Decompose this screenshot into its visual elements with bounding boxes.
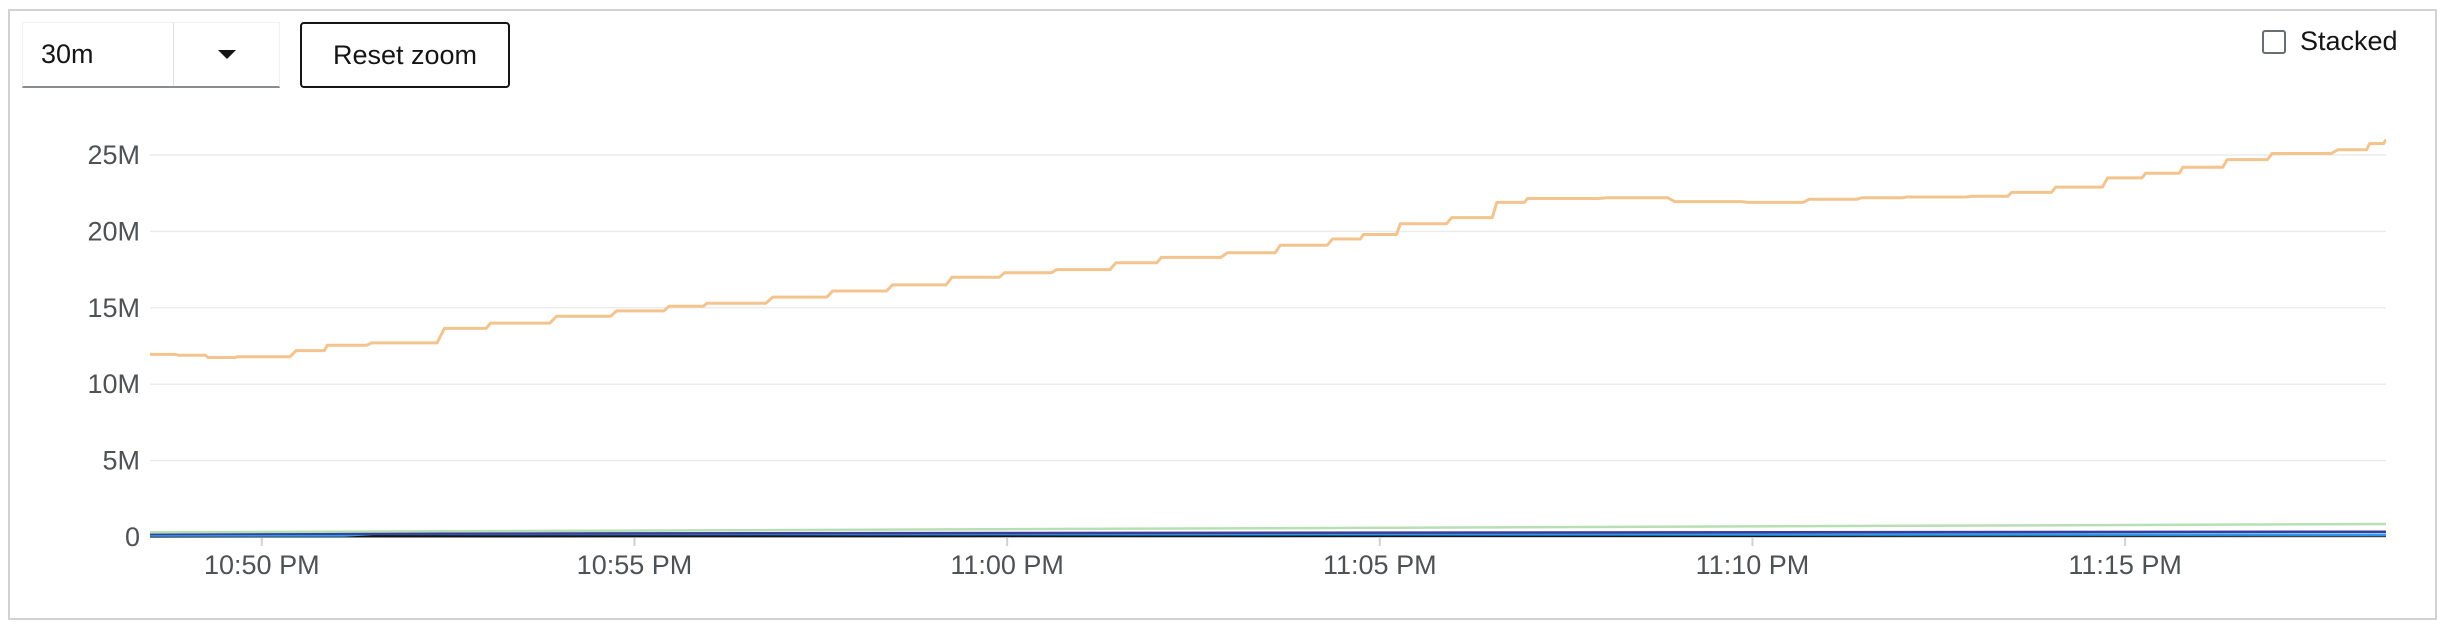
y-tick-label: 10M: [87, 369, 140, 399]
y-tick-label: 25M: [87, 140, 140, 170]
series-line: [150, 139, 2387, 359]
stacked-toggle[interactable]: Stacked: [2262, 26, 2398, 57]
x-tick-label: 10:55 PM: [577, 550, 693, 580]
x-tick-label: 11:10 PM: [1696, 550, 1810, 580]
y-tick-label: 0: [125, 522, 140, 552]
chart-panel: [8, 9, 2437, 620]
time-range-select[interactable]: 30m: [22, 22, 280, 88]
reset-zoom-button[interactable]: Reset zoom: [300, 22, 510, 88]
y-tick-label: 5M: [102, 446, 140, 476]
x-tick-label: 11:00 PM: [950, 550, 1064, 580]
y-tick-label: 20M: [87, 216, 140, 246]
time-range-value[interactable]: 30m: [23, 23, 174, 86]
x-tick-label: 10:50 PM: [204, 550, 320, 580]
stacked-checkbox[interactable]: [2262, 29, 2286, 54]
x-tick-label: 11:15 PM: [2068, 550, 2182, 580]
caret-down-icon: [217, 50, 236, 59]
series-line: [149, 522, 2387, 534]
x-axis-ticks: 10:50 PM 10:55 PM 11:00 PM 11:05 PM 11:10 PM…: [204, 537, 2182, 580]
x-tick-label: 11:05 PM: [1323, 550, 1437, 580]
y-tick-label: 15M: [87, 293, 140, 323]
y-axis-ticks: 0 5M 10M 15M 20M 25M: [87, 140, 140, 552]
stacked-label: Stacked: [2300, 26, 2398, 56]
series-line: [149, 530, 2387, 536]
grid-layer: [150, 154, 2386, 538]
series-layer: [149, 139, 2387, 538]
time-range-toggle[interactable]: [174, 23, 279, 86]
